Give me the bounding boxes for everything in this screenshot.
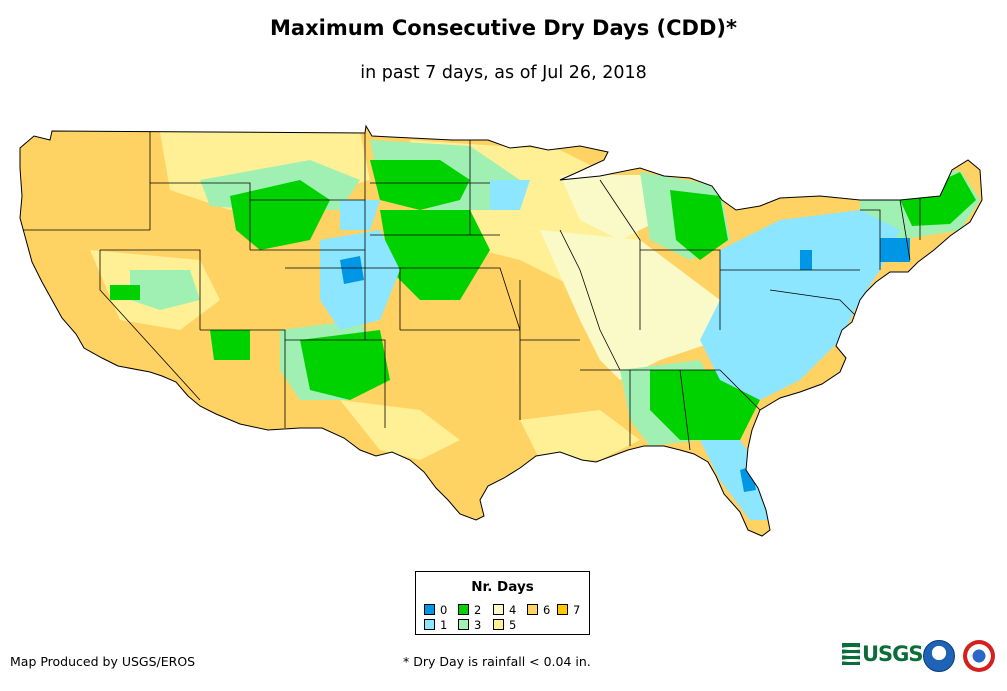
legend-label: 2	[474, 602, 482, 617]
legend-label: 5	[509, 617, 517, 632]
legend-item-7: 7	[557, 602, 581, 617]
map-title: Maximum Consecutive Dry Days (CDD)*	[270, 16, 737, 40]
legend-swatch	[527, 604, 538, 615]
map-producer-credit: Map Produced by USGS/EROS	[10, 654, 196, 669]
usgs-wave-icon	[842, 643, 860, 665]
legend: Nr. Days 0 1 2 3 4 5 6 7	[415, 571, 590, 635]
legend-label: 4	[509, 602, 517, 617]
noaa-logo-icon	[923, 640, 955, 672]
legend-item-5: 5	[493, 617, 517, 632]
legend-title: Nr. Days	[471, 579, 534, 595]
legend-item-1: 1	[424, 617, 448, 632]
legend-swatch	[424, 619, 435, 630]
dry-day-footnote: * Dry Day is rainfall < 0.04 in.	[403, 654, 591, 669]
legend-item-2: 2	[458, 602, 482, 617]
legend-label: 1	[440, 617, 448, 632]
legend-label: 7	[573, 602, 581, 617]
legend-swatch	[424, 604, 435, 615]
legend-item-6: 6	[527, 602, 551, 617]
legend-swatch	[493, 619, 504, 630]
legend-swatch	[557, 604, 568, 615]
legend-item-0: 0	[424, 602, 448, 617]
legend-item-4: 4	[493, 602, 517, 617]
legend-label: 6	[543, 602, 551, 617]
usgs-logo: USGS	[842, 642, 924, 666]
legend-item-3: 3	[458, 617, 482, 632]
usgs-logo-text: USGS	[862, 642, 924, 666]
map-subtitle: in past 7 days, as of Jul 26, 2018	[360, 63, 647, 83]
legend-swatch	[458, 619, 469, 630]
legend-swatch	[493, 604, 504, 615]
legend-swatch	[458, 604, 469, 615]
legend-label: 0	[440, 602, 448, 617]
legend-label: 3	[474, 617, 482, 632]
nws-logo-icon	[963, 640, 995, 672]
